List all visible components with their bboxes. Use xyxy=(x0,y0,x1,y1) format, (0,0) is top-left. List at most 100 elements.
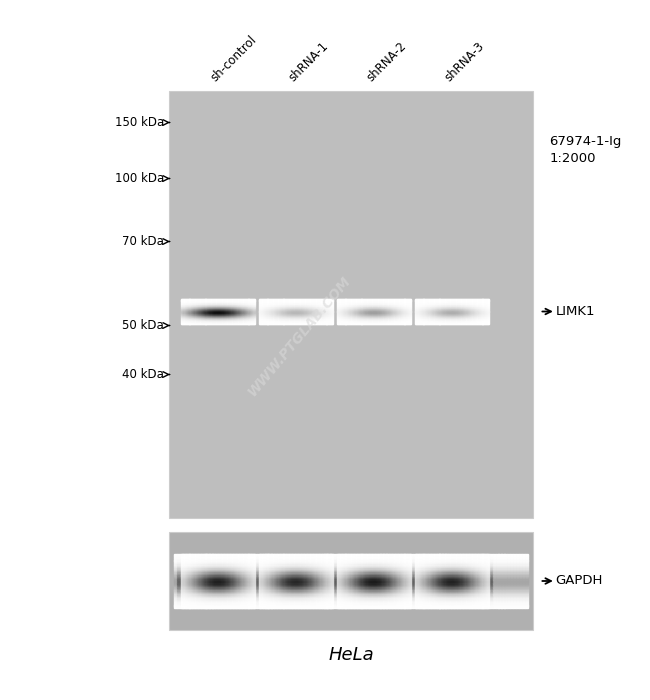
Bar xyxy=(436,571,437,573)
Bar xyxy=(338,562,339,564)
Bar xyxy=(398,567,400,568)
Bar xyxy=(470,556,471,558)
Bar xyxy=(485,554,486,555)
Bar xyxy=(389,555,393,556)
Bar xyxy=(254,591,257,592)
Bar xyxy=(345,598,346,600)
Bar xyxy=(315,603,317,604)
Bar xyxy=(306,581,307,582)
Bar xyxy=(275,568,276,570)
Bar xyxy=(330,567,332,568)
Bar xyxy=(437,607,438,608)
Bar xyxy=(469,600,472,601)
Bar xyxy=(208,591,209,592)
Bar xyxy=(480,564,481,565)
Bar xyxy=(501,568,504,570)
Bar xyxy=(356,574,357,575)
Bar xyxy=(218,564,219,565)
Bar xyxy=(456,601,457,603)
Bar xyxy=(384,565,385,566)
Bar xyxy=(499,555,502,556)
Bar xyxy=(189,561,190,562)
Bar xyxy=(336,594,339,596)
Bar xyxy=(245,574,248,575)
Bar xyxy=(468,564,469,565)
Bar xyxy=(292,592,295,594)
Bar xyxy=(301,561,304,562)
Bar xyxy=(508,575,510,577)
Bar xyxy=(250,573,251,574)
Bar xyxy=(474,573,475,574)
Bar xyxy=(248,582,250,584)
Bar xyxy=(247,584,248,585)
Bar xyxy=(416,561,417,562)
Bar xyxy=(481,556,482,558)
Bar xyxy=(318,559,322,561)
Bar xyxy=(268,580,270,581)
Bar xyxy=(294,578,296,580)
Bar xyxy=(242,567,245,568)
Bar xyxy=(410,589,411,591)
Bar xyxy=(437,594,439,596)
Bar xyxy=(516,558,519,559)
Bar xyxy=(369,559,370,561)
Bar xyxy=(322,582,324,584)
Bar xyxy=(350,558,352,559)
Bar xyxy=(407,559,410,561)
Bar xyxy=(289,596,292,597)
Bar xyxy=(304,575,306,577)
Bar xyxy=(211,562,212,564)
Bar xyxy=(343,555,344,556)
Bar xyxy=(248,568,250,570)
Bar xyxy=(410,603,411,604)
Bar xyxy=(410,580,411,581)
Bar xyxy=(286,582,289,584)
Bar xyxy=(457,573,458,574)
Bar xyxy=(378,604,381,606)
Bar xyxy=(296,585,297,587)
Bar xyxy=(316,567,318,568)
Bar xyxy=(435,558,436,559)
Bar xyxy=(361,577,363,578)
Bar xyxy=(207,571,209,573)
Bar xyxy=(224,559,227,561)
Bar xyxy=(300,597,301,598)
Bar xyxy=(225,603,226,604)
Bar xyxy=(419,571,420,573)
Bar xyxy=(389,594,393,596)
Bar xyxy=(510,589,514,591)
Bar xyxy=(196,555,197,556)
Bar xyxy=(292,593,295,594)
Bar xyxy=(469,585,470,587)
Bar xyxy=(241,588,242,589)
Bar xyxy=(473,606,474,607)
Bar xyxy=(349,606,350,607)
Bar xyxy=(392,607,393,608)
Bar xyxy=(495,582,499,584)
Bar xyxy=(211,574,212,575)
Bar xyxy=(286,567,287,568)
Bar xyxy=(297,562,298,564)
Bar xyxy=(268,564,270,565)
Bar xyxy=(192,604,193,606)
Bar xyxy=(454,600,458,601)
Bar xyxy=(447,575,448,577)
Bar xyxy=(292,596,293,597)
Bar xyxy=(404,568,407,570)
Bar xyxy=(460,580,462,581)
Bar xyxy=(294,584,296,585)
Bar xyxy=(395,593,398,594)
Bar xyxy=(289,584,290,585)
Bar xyxy=(324,581,328,582)
Bar xyxy=(463,578,466,580)
Bar xyxy=(419,561,422,562)
Bar xyxy=(419,564,420,565)
Bar xyxy=(239,562,240,564)
Bar xyxy=(328,585,330,587)
Bar xyxy=(194,596,198,597)
Bar xyxy=(463,574,466,575)
Bar xyxy=(285,592,286,594)
Bar xyxy=(404,555,406,556)
Bar xyxy=(251,581,254,582)
Bar xyxy=(400,565,401,566)
